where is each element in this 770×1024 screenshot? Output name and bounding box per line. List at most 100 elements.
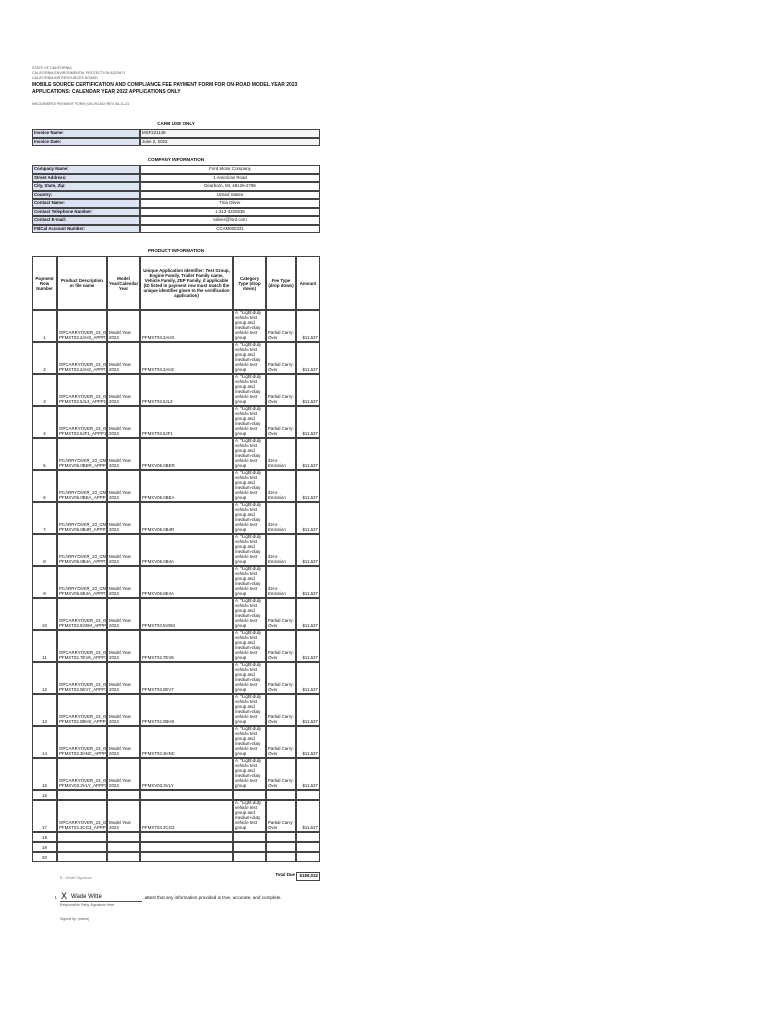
description: OPCARRYOVER_23_GM_ PFMXT03.5JL3_APPP1	[57, 374, 107, 406]
fee-type	[266, 842, 296, 852]
attest-text: , attest that any information provided i…	[142, 895, 282, 900]
model-year	[107, 852, 140, 862]
fee-type: Partial Carry-Over	[266, 374, 296, 406]
row-number: 9	[32, 566, 57, 598]
amount: $11,627	[296, 566, 320, 598]
description: PCARRYOVER_23_GM_ PFMXV06.8E4A_APPP1	[57, 566, 107, 598]
category	[233, 852, 266, 862]
field-value: MSF221148	[140, 129, 320, 138]
category: A. "Light-duty vehicle test group and me…	[233, 342, 266, 374]
model-year: Model Year 2023	[107, 694, 140, 726]
identifier: PFMXT03.5JF1	[140, 406, 233, 438]
amount	[296, 832, 320, 842]
category: A. "Light-duty vehicle test group and me…	[233, 406, 266, 438]
row-number: 8	[32, 534, 57, 566]
signature-mark: X	[61, 891, 68, 901]
fee-type: Partial Carry-Over	[266, 342, 296, 374]
row-number: 18	[32, 832, 57, 842]
field-value: Dearborn, MI, 48126-2798	[140, 182, 320, 191]
fee-type: Partial Carry-Over	[266, 406, 296, 438]
row-number: 20	[32, 852, 57, 862]
model-year: Model Year 2023	[107, 438, 140, 470]
column-header: Fee Type (drop down)	[266, 256, 296, 310]
identifier: PFMXT03.3HNC	[140, 726, 233, 758]
model-year	[107, 832, 140, 842]
identifier	[140, 790, 233, 800]
field-value: Tina Oliver	[140, 199, 320, 208]
field-value: United States	[140, 190, 320, 199]
description: PCARRYOVER_23_GM_ PFMXV05.0BEA_APPP1	[57, 470, 107, 502]
fee-type: Partial Carry-Over	[266, 630, 296, 662]
identifier	[140, 852, 233, 862]
signature-name: Wade Witte	[71, 894, 102, 900]
row-number: 15	[32, 758, 57, 790]
total-value: $186,032	[296, 872, 320, 881]
identifier: PFMXV05.0BER	[140, 438, 233, 470]
row-number: 2	[32, 342, 57, 374]
fee-type: Partial Carry-Over	[266, 758, 296, 790]
row-number: 10	[32, 598, 57, 630]
model-year: Model Year 2023	[107, 758, 140, 790]
fee-type	[266, 852, 296, 862]
identifier: PFMXV03.3VLY	[140, 758, 233, 790]
category	[233, 790, 266, 800]
amount: $11,627	[296, 534, 320, 566]
field-value: 1 American Road	[140, 173, 320, 182]
description: PCARRYOVER_23_GM_ PFMXV05.0B4A_APPP1	[57, 534, 107, 566]
identifier: PFMXV06.8E4A	[140, 566, 233, 598]
row-number: 5	[32, 438, 57, 470]
signed-by: Signed by: (name)	[60, 917, 90, 921]
model-year: Model Year 2023	[107, 310, 140, 342]
agency-line: CALIFORNIA ENVIRONMENTAL PROTECTION AGEN…	[32, 71, 126, 75]
category: A. "Light-duty vehicle test group and me…	[233, 470, 266, 502]
row-number: 12	[32, 662, 57, 694]
amount: $11,627	[296, 438, 320, 470]
category: A. "Light-duty vehicle test group and me…	[233, 438, 266, 470]
agency-line: STATE OF CALIFORNIA	[32, 66, 72, 70]
identifier: PFMXV05.0BEA	[140, 470, 233, 502]
identifier: PFMXV05.0B4R	[140, 502, 233, 534]
description	[57, 790, 107, 800]
description: PCARRYOVER_23_GM_ PFMXV05.0BER_APPP1	[57, 438, 107, 470]
description	[57, 832, 107, 842]
row-number: 11	[32, 630, 57, 662]
amount	[296, 852, 320, 862]
amount: $11,627	[296, 374, 320, 406]
fee-type: Zero-Emission	[266, 470, 296, 502]
field-label: FI$Cal Account Number:	[32, 224, 140, 233]
amount	[296, 790, 320, 800]
model-year: Model Year 2023	[107, 800, 140, 832]
category: A. "Light-duty vehicle test group and me…	[233, 310, 266, 342]
row-number: 4	[32, 406, 57, 438]
row-number: 14	[32, 726, 57, 758]
identifier: PFMXT03.5VEM	[140, 598, 233, 630]
signature-note: B - Model Signature	[60, 876, 92, 880]
description	[57, 852, 107, 862]
category: A. "Light-duty vehicle test group and me…	[233, 502, 266, 534]
category: A. "Light-duty vehicle test group and me…	[233, 758, 266, 790]
fee-type: Zero-Emission	[266, 438, 296, 470]
fee-type	[266, 832, 296, 842]
category: A. "Light-duty vehicle test group and me…	[233, 800, 266, 832]
field-label: Country:	[32, 190, 140, 199]
field-value: Ford Motor Company	[140, 165, 320, 174]
description: OPCARRYOVER_23_GM_ PFMXT03.5JF1_APPP1	[57, 406, 107, 438]
model-year: Model Year 2023	[107, 342, 140, 374]
identifier: PFMXT03.0EV7	[140, 662, 233, 694]
section-heading: COMPANY INFORMATION	[147, 157, 205, 162]
model-year: Model Year 2023	[107, 598, 140, 630]
field-label: Contact Telephone Number:	[32, 207, 140, 216]
identifier	[140, 832, 233, 842]
row-number: 16	[32, 790, 57, 800]
field-label: Invoice Name:	[32, 129, 140, 138]
field-label: Contact Name:	[32, 199, 140, 208]
signature-line	[60, 901, 142, 902]
row-number: 3	[32, 374, 57, 406]
agency-line: CALIFORNIA AIR RESOURCES BOARD	[32, 76, 98, 80]
section-heading: CARB USE ONLY	[157, 121, 195, 126]
amount: $11,627	[296, 342, 320, 374]
identifier: PFMXT02.7EV8	[140, 630, 233, 662]
fee-type	[266, 790, 296, 800]
description: OPCARRYOVER_23_GM_ PFMXV03.3VLY_APPP1	[57, 758, 107, 790]
description: OPCARRYOVER_23_GM_ PFMXT03.3HNC_APPP1	[57, 726, 107, 758]
